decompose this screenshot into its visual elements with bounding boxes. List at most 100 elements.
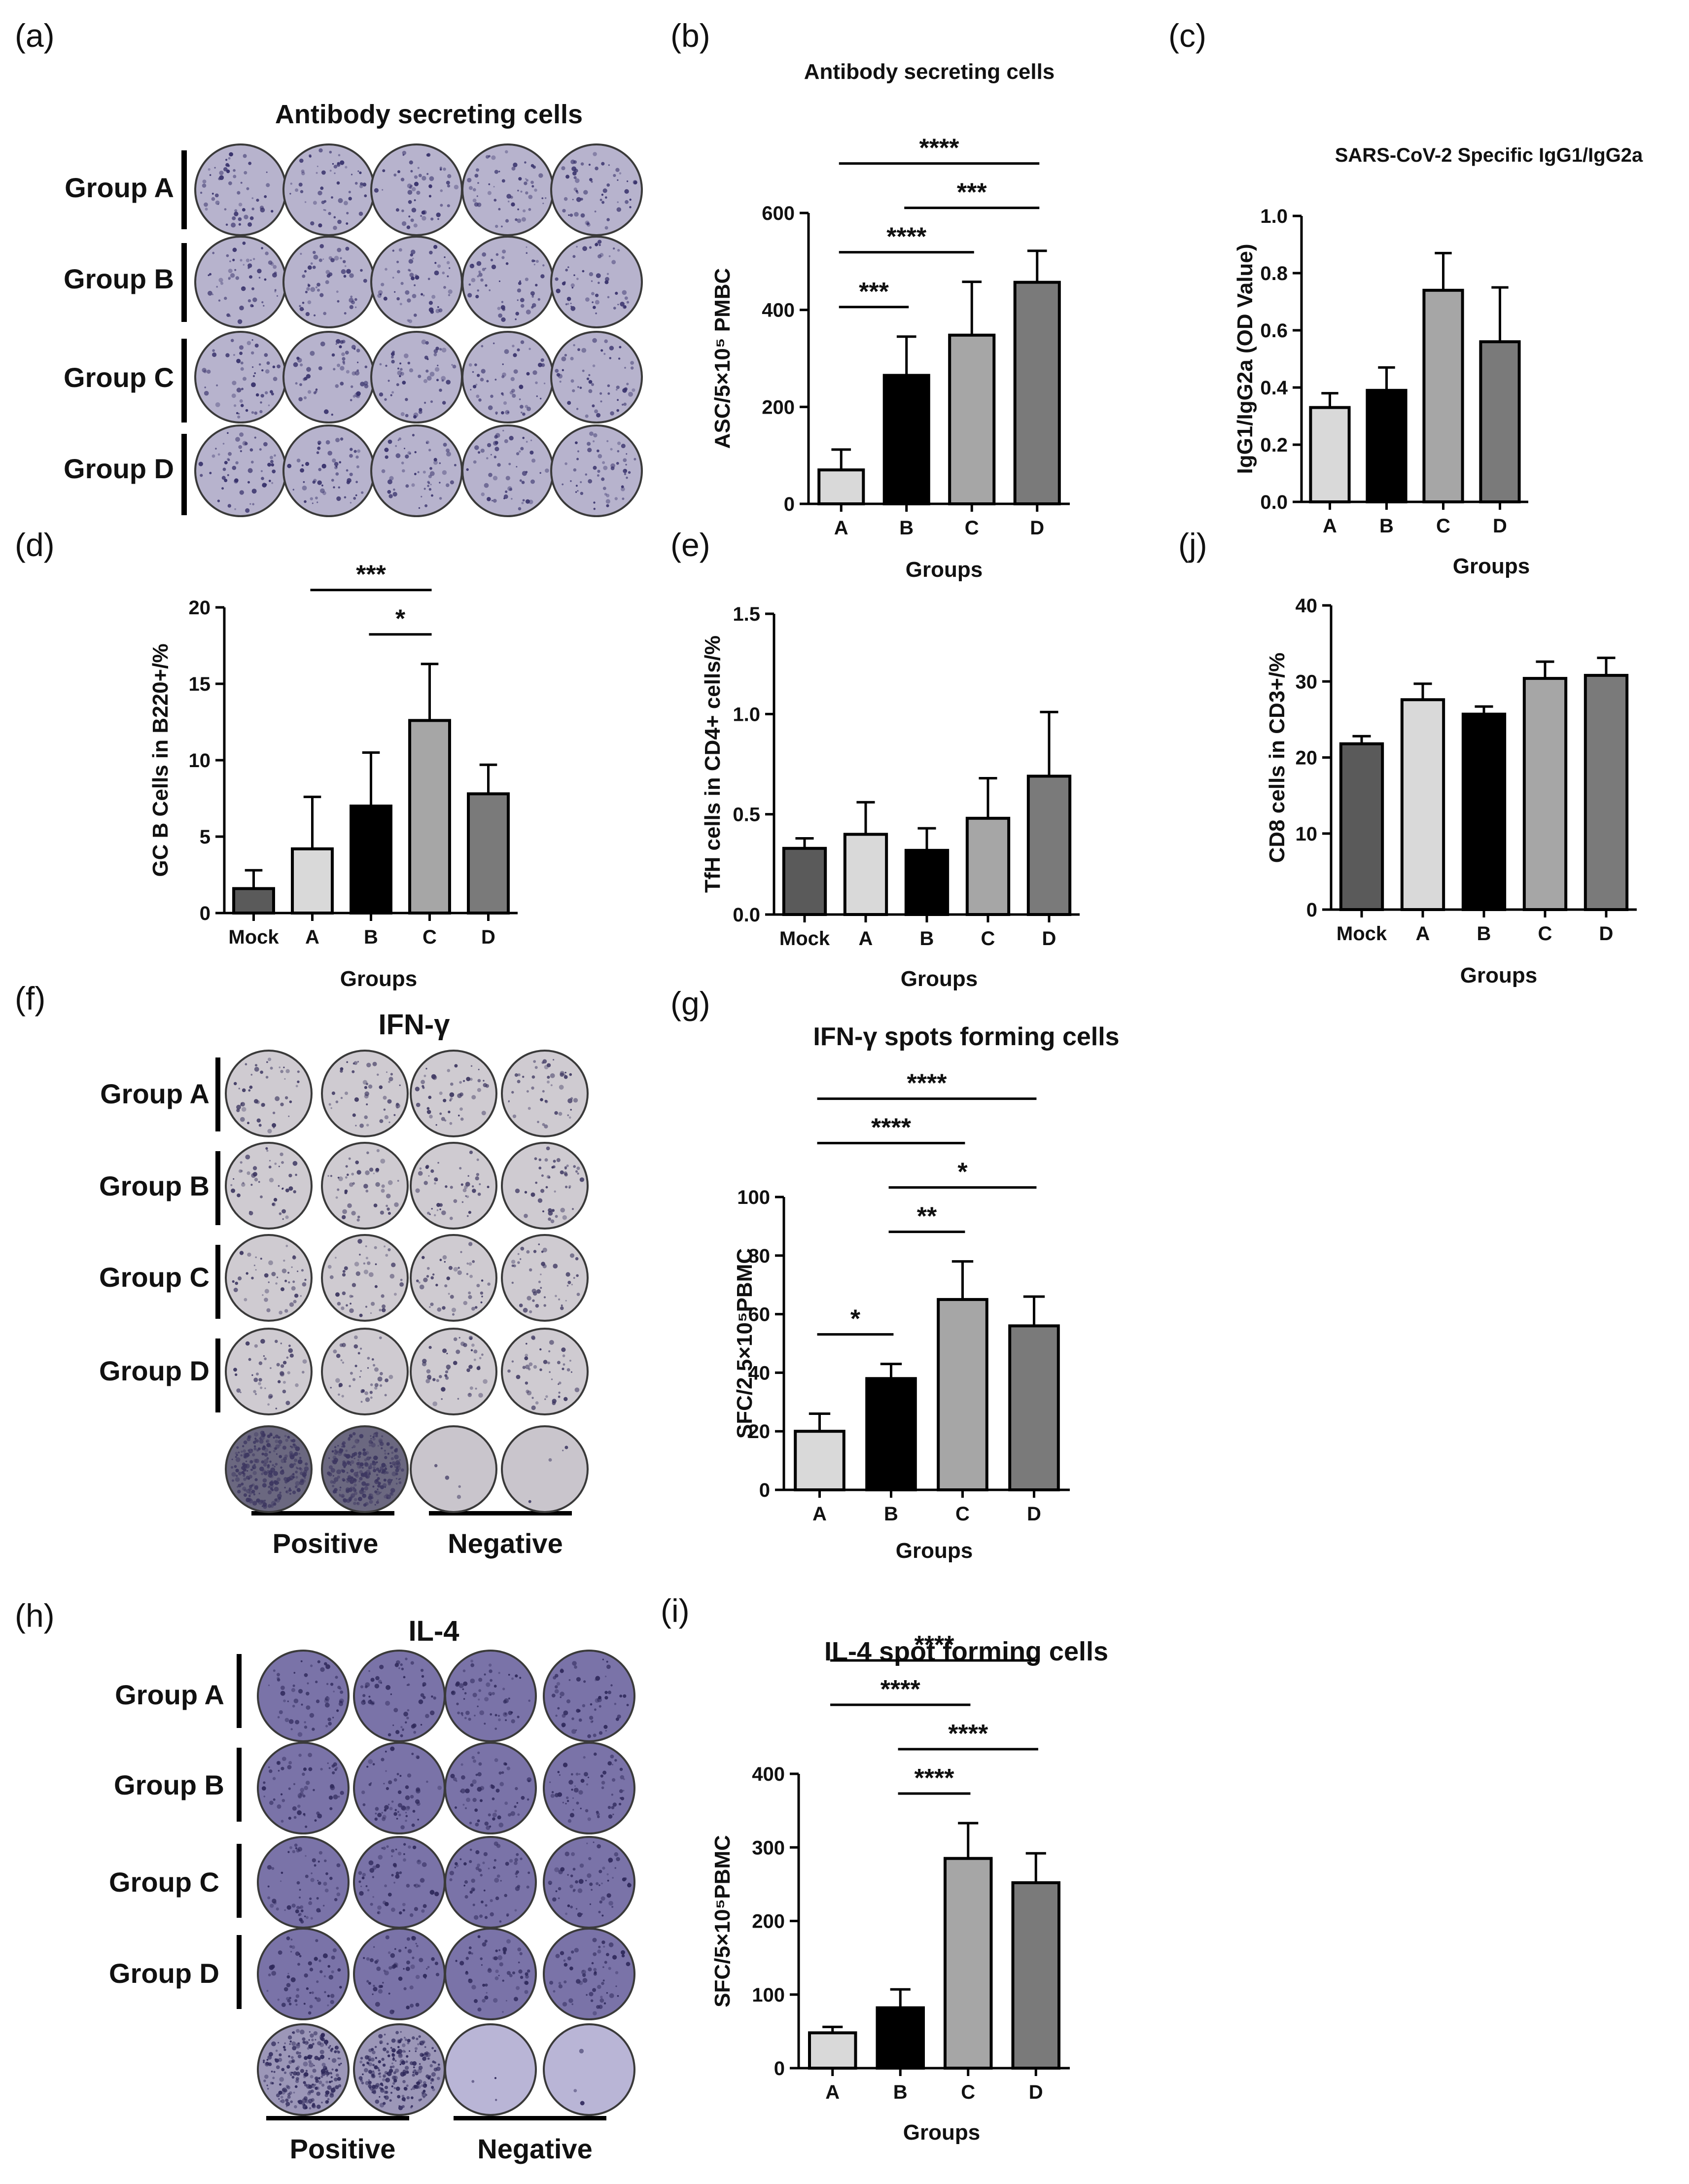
- well-spot: [528, 1362, 533, 1367]
- well-spot: [561, 166, 565, 171]
- well-spot: [411, 2088, 413, 2090]
- well-spot: [442, 271, 445, 275]
- well-spot: [304, 1477, 306, 1479]
- well-spot: [293, 1672, 296, 1674]
- well-spot: [294, 1843, 298, 1847]
- well-spot: [495, 433, 500, 438]
- well-spot: [514, 1997, 518, 2002]
- well-spot: [364, 1091, 369, 1096]
- well-spot: [342, 1273, 346, 1277]
- well-spot: [393, 488, 395, 491]
- well-spot: [588, 380, 593, 384]
- well-spot: [211, 454, 215, 458]
- well-spot: [340, 160, 345, 165]
- well-spot: [275, 1463, 278, 1466]
- well-spot: [332, 1948, 337, 1952]
- well-spot: [385, 2078, 390, 2083]
- well-spot: [420, 2052, 424, 2057]
- well-spot: [366, 1765, 369, 1768]
- well-spot: [336, 1863, 341, 1867]
- well-spot: [530, 1192, 535, 1197]
- well-spot: [545, 1100, 548, 1103]
- well-spot: [519, 280, 521, 282]
- well-spot: [472, 1185, 474, 1188]
- well-spot: [402, 2049, 406, 2053]
- well-spot: [357, 1461, 361, 1465]
- well-spot: [476, 1366, 481, 1371]
- row-label-group-b: Group B: [64, 263, 174, 294]
- well-spot: [387, 2054, 390, 2057]
- well-spot: [254, 1393, 257, 1395]
- well-spot: [469, 1848, 472, 1851]
- well-spot: [481, 1964, 483, 1966]
- well-spot: [250, 259, 252, 261]
- well-spot: [297, 1793, 303, 1798]
- well-spot: [384, 1245, 386, 1248]
- well-spot: [567, 1874, 569, 1876]
- well-spot: [377, 1477, 380, 1480]
- well-spot: [387, 439, 392, 444]
- positive-bar: [266, 2116, 409, 2120]
- well-spot: [512, 1114, 517, 1118]
- well-spot: [577, 1172, 579, 1175]
- well-spot: [601, 1981, 604, 1985]
- row-label-group-c: Group C: [109, 1867, 219, 1898]
- well-spot: [326, 2069, 329, 2072]
- well-spot: [346, 1061, 349, 1063]
- well-spot: [571, 1729, 576, 1734]
- well-spot: [387, 1452, 389, 1455]
- well-spot: [531, 1397, 534, 1399]
- well-spot: [606, 1953, 609, 1957]
- well-spot: [292, 1850, 295, 1853]
- well-spot: [450, 1082, 454, 1086]
- well-spot: [330, 2091, 334, 2096]
- well-spot: [573, 344, 575, 347]
- well-spot: [456, 1681, 460, 1686]
- y-tick-label: 400: [762, 300, 795, 321]
- well-spot: [576, 1274, 579, 1277]
- well-spot: [303, 2061, 308, 2067]
- panel-f-letter: (f): [15, 980, 45, 1017]
- well-spot: [317, 190, 322, 196]
- well-spot: [617, 441, 621, 445]
- well-spot: [465, 1195, 467, 1197]
- well-spot: [526, 1090, 529, 1093]
- well-spot: [426, 442, 428, 444]
- well-spot: [357, 1439, 360, 1442]
- well-spot: [497, 463, 501, 467]
- row-label-group-a: Group A: [100, 1078, 210, 1109]
- well-spot: [414, 175, 418, 179]
- significance-label: ****: [915, 1764, 955, 1793]
- well-spot: [569, 1966, 573, 1971]
- well-spot: [426, 1780, 428, 1783]
- well-spot: [263, 2059, 265, 2062]
- well-spot: [562, 1215, 567, 1220]
- well-spot: [400, 1825, 405, 1830]
- well-spot: [410, 2004, 414, 2008]
- well-spot: [519, 398, 521, 400]
- well-spot: [521, 217, 526, 222]
- well-spot: [409, 273, 414, 278]
- well-spot: [292, 1806, 297, 1811]
- well-spot: [202, 183, 207, 188]
- well-spot: [241, 286, 246, 291]
- x-axis-label: Groups: [1453, 554, 1530, 578]
- well-spot: [472, 371, 474, 373]
- well-spot: [291, 1903, 296, 1908]
- well-spot: [621, 485, 624, 489]
- well-spot: [263, 305, 265, 307]
- chart-i: (i)IL-4 spot forming cells0100200300400A…: [661, 1592, 1108, 2145]
- well-spot: [284, 1435, 287, 1438]
- well-spot: [599, 1998, 604, 2003]
- well-spot: [313, 391, 317, 394]
- well-spot: [594, 211, 597, 212]
- well-spot: [348, 1487, 353, 1492]
- well-spot: [375, 2083, 380, 2087]
- well-spot: [383, 2074, 387, 2078]
- well-spot: [446, 483, 450, 487]
- well-spot: [570, 306, 576, 311]
- well-spot: [528, 348, 531, 350]
- well-spot: [494, 379, 497, 381]
- well-spot: [496, 1844, 501, 1848]
- well-spot: [532, 1299, 535, 1302]
